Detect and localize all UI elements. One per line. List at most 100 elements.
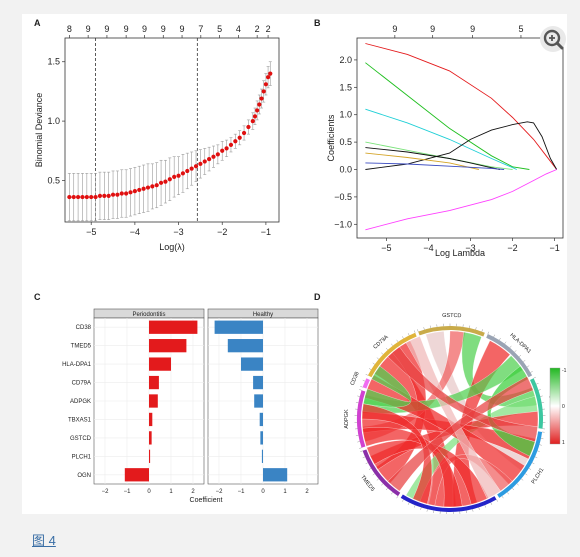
sector-tick <box>376 357 379 360</box>
coefficient-bar <box>149 412 153 427</box>
sector-tick <box>417 329 419 332</box>
top-tick-label: 5 <box>518 24 523 34</box>
sector-tick <box>368 368 372 370</box>
zoom-in-icon <box>543 29 564 50</box>
sector-tick <box>501 496 504 499</box>
coefficient-path <box>365 169 557 231</box>
deviance-point <box>115 192 120 197</box>
top-tick-label: 9 <box>161 24 166 34</box>
deviance-point <box>237 135 242 140</box>
top-tick-label: 5 <box>217 24 222 34</box>
sector-tick <box>359 447 362 449</box>
sector-tick <box>391 492 393 495</box>
chord-link <box>387 376 534 492</box>
chord-link <box>366 440 489 505</box>
sector-tick <box>516 483 519 486</box>
sector-tick <box>385 488 388 491</box>
deviance-point <box>268 71 273 76</box>
top-tick-label: 2 <box>255 24 260 34</box>
sector-tick <box>499 337 501 341</box>
panel-b-frame <box>356 37 564 239</box>
sector-tick <box>484 505 486 508</box>
coefficient-bar <box>259 412 263 427</box>
gene-sector <box>529 378 543 429</box>
top-tick-label: 9 <box>470 24 475 34</box>
top-tick-label: 9 <box>142 24 147 34</box>
sector-tick <box>478 507 480 510</box>
category-label: CD38 <box>76 325 92 331</box>
x-tick-label: 0 <box>261 489 265 495</box>
deviance-point <box>124 191 129 196</box>
gene-sector <box>362 378 371 389</box>
coefficient-bar <box>149 339 187 353</box>
figure-card: A B C D −5 −4 −3 −2 −1 0.5 1.0 1.5 8 9 9 9 9 9 9 7 5 4 2 2 Log(λ… <box>22 14 567 527</box>
sector-tick <box>376 478 379 481</box>
sector-tick <box>391 343 393 346</box>
deviance-point <box>224 146 229 151</box>
sector-tick <box>402 336 404 339</box>
x-tick-label: −3 <box>173 227 183 237</box>
figure-caption[interactable]: 图 4 <box>32 533 56 548</box>
legend-tick-label: 0 <box>562 404 565 410</box>
deviance-point <box>150 184 155 189</box>
coefficient-path <box>365 108 517 170</box>
x-tick-label: −5 <box>86 227 96 237</box>
sector-tick <box>527 365 530 368</box>
y-tick-label: −0.5 <box>334 192 352 202</box>
sector-tick <box>533 377 536 379</box>
y-tick-label: 0.0 <box>339 165 352 175</box>
sector-tick <box>490 502 492 505</box>
sector-tick <box>423 327 425 330</box>
sector-tick <box>540 438 544 440</box>
x-tick-label: −2 <box>216 489 224 495</box>
y-tick-label: 1.5 <box>339 82 352 92</box>
sector-tick <box>469 325 471 329</box>
deviance-point <box>71 194 76 200</box>
facet-label: Periodontitis <box>132 312 165 318</box>
top-tick-label: 9 <box>86 24 91 34</box>
coefficient-bar <box>149 357 171 371</box>
top-tick-label: 4 <box>236 24 241 34</box>
deviance-point <box>263 82 268 87</box>
deviance-point <box>106 193 111 198</box>
sector-tick <box>493 334 495 337</box>
sector-tick <box>538 389 541 391</box>
sector-tick <box>381 483 384 486</box>
category-label: ADPGK <box>70 399 91 405</box>
deviance-point <box>141 186 146 191</box>
deviance-point <box>67 194 72 200</box>
gene-label: PLCH1 <box>531 467 546 485</box>
deviance-point <box>193 164 199 169</box>
deviance-point <box>172 174 177 179</box>
sector-tick <box>385 347 388 350</box>
y-tick-label: −1.0 <box>334 219 352 229</box>
deviance-point <box>185 168 190 174</box>
coefficient-bar <box>253 375 263 390</box>
y-tick-label: 2.0 <box>339 55 352 65</box>
deviance-point <box>189 166 194 171</box>
sector-tick <box>472 509 474 512</box>
deviance-point <box>180 171 186 176</box>
x-tick-label: 2 <box>191 489 195 495</box>
deviance-point <box>202 159 207 164</box>
sector-tick <box>540 395 543 397</box>
coefficient-path <box>365 43 558 170</box>
sector-tick <box>509 345 512 348</box>
y-tick-label: 1.5 <box>47 57 60 67</box>
coefficient-bar <box>260 431 263 445</box>
category-label: OGN <box>77 473 91 479</box>
deviance-point <box>80 194 85 200</box>
top-tick-label: 9 <box>124 24 129 34</box>
x-axis-label: Log Lambda <box>435 248 485 258</box>
zoom-button[interactable] <box>540 26 566 52</box>
sector-tick <box>365 462 368 464</box>
deviance-point <box>102 193 107 198</box>
deviance-point <box>255 108 260 113</box>
facet-label: Healthy <box>253 312 273 318</box>
deviance-point <box>220 148 225 153</box>
coefficient-bar <box>149 394 158 408</box>
coefficient-bar <box>149 320 198 334</box>
deviance-point <box>110 192 116 197</box>
sector-tick <box>523 360 526 362</box>
deviance-point <box>211 154 216 159</box>
